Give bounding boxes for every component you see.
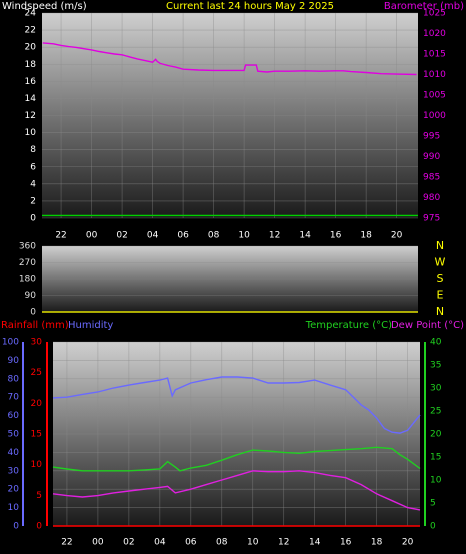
x-tick-label: 00 [86, 231, 98, 241]
y-tick-label: 25 [31, 368, 42, 378]
series-label: Rainfall (mm) [1, 320, 69, 331]
y-tick-label: 12 [25, 111, 36, 121]
y2-tick-label: 990 [423, 152, 440, 162]
y-tick-label: 270 [19, 258, 36, 268]
x-tick-label: 06 [185, 538, 197, 548]
y-tick-label: 360 [19, 242, 36, 252]
x-tick-label: 00 [92, 538, 104, 548]
x-tick-label: 14 [299, 231, 311, 241]
y-tick-label: 24 [25, 9, 37, 19]
y2-tick-label: 35 [430, 361, 441, 371]
y-tick-label: 0 [30, 308, 36, 318]
y-tick-label: 10 [31, 460, 43, 470]
x-tick-label: 02 [123, 538, 134, 548]
y3-tick-label: 40 [8, 448, 20, 458]
y2-tick-label: W [435, 256, 446, 269]
y2-tick-label: E [437, 289, 444, 302]
y2-tick-label: N [436, 239, 444, 252]
y2-tick-label: 1010 [423, 70, 446, 80]
y2-tick-label: 40 [430, 338, 442, 348]
series-label: Barometer (mb) [384, 1, 464, 12]
y2-tick-label: 30 [430, 384, 442, 394]
y-tick-label: 18 [25, 60, 37, 70]
y2-tick-label: 1005 [423, 91, 446, 101]
y3-tick-label: 50 [8, 430, 20, 440]
x-tick-label: 12 [269, 231, 280, 241]
x-tick-label: 18 [371, 538, 383, 548]
x-tick-label: 14 [309, 538, 321, 548]
x-tick-label: 04 [147, 231, 159, 241]
y-tick-label: 20 [25, 43, 37, 53]
x-tick-label: 22 [55, 231, 66, 241]
x-tick-label: 02 [116, 231, 127, 241]
y3-tick-label: 100 [2, 338, 19, 348]
chart-title: Current last 24 hours May 2 2025 [166, 1, 334, 12]
y2-tick-label: 25 [430, 407, 441, 417]
y3-tick-label: 30 [8, 466, 20, 476]
y-tick-label: 30 [31, 338, 43, 348]
series-line [52, 470, 421, 511]
x-tick-label: 18 [360, 231, 372, 241]
y-tick-label: 90 [25, 291, 37, 301]
y-tick-label: 8 [30, 145, 36, 155]
y2-tick-label: N [436, 305, 444, 318]
y2-tick-label: 985 [423, 173, 440, 183]
x-tick-label: 08 [216, 538, 228, 548]
y2-tick-label: 1025 [423, 9, 446, 19]
x-tick-label: 16 [340, 538, 352, 548]
y2-tick-label: 1000 [423, 111, 446, 121]
x-tick-label: 10 [247, 538, 259, 548]
x-tick-label: 08 [208, 231, 220, 241]
y3-tick-label: 90 [8, 356, 20, 366]
y3-tick-label: 80 [8, 374, 20, 384]
y-tick-label: 4 [30, 179, 36, 189]
x-tick-label: 10 [238, 231, 250, 241]
y-tick-label: 10 [25, 128, 37, 138]
series-line [52, 446, 421, 472]
x-tick-label: 22 [61, 538, 72, 548]
y2-tick-label: 975 [423, 214, 440, 224]
series-label: Dew Point (°C) [391, 320, 464, 331]
series-label: Humidity [68, 320, 113, 331]
series-line [52, 376, 421, 434]
y-tick-label: 2 [30, 196, 36, 206]
x-tick-label: 16 [330, 231, 342, 241]
y2-tick-label: 5 [430, 499, 436, 509]
y2-tick-label: 980 [423, 193, 440, 203]
y-tick-label: 5 [36, 491, 42, 501]
x-tick-label: 06 [177, 231, 189, 241]
y2-tick-label: 15 [430, 453, 441, 463]
y-tick-label: 15 [31, 430, 42, 440]
y-tick-label: 0 [36, 522, 42, 532]
y2-tick-label: 10 [430, 476, 442, 486]
y2-tick-label: 0 [430, 522, 436, 532]
y3-tick-label: 0 [13, 522, 19, 532]
x-tick-label: 20 [391, 231, 403, 241]
y-tick-label: 20 [31, 399, 43, 409]
y-tick-label: 22 [25, 26, 36, 36]
y2-tick-label: 1020 [423, 29, 446, 39]
x-tick-label: 12 [278, 538, 289, 548]
series-label: Windspeed (m/s) [2, 1, 87, 12]
x-tick-label: 20 [402, 538, 414, 548]
y-tick-label: 6 [30, 162, 36, 172]
y-tick-label: 14 [25, 94, 37, 104]
y-tick-label: 16 [25, 77, 37, 87]
y3-tick-label: 10 [8, 503, 20, 513]
series-label: Temperature (°C) [305, 320, 392, 331]
y-tick-label: 180 [19, 275, 36, 285]
y2-tick-label: S [437, 272, 444, 285]
y3-tick-label: 60 [8, 411, 20, 421]
series-line [42, 42, 417, 76]
x-tick-label: 04 [154, 538, 166, 548]
y2-tick-label: 20 [430, 430, 442, 440]
y3-tick-label: 70 [8, 393, 20, 403]
y2-tick-label: 995 [423, 132, 440, 142]
y2-tick-label: 1015 [423, 50, 446, 60]
y3-tick-label: 20 [8, 485, 20, 495]
y-tick-label: 0 [30, 214, 36, 224]
